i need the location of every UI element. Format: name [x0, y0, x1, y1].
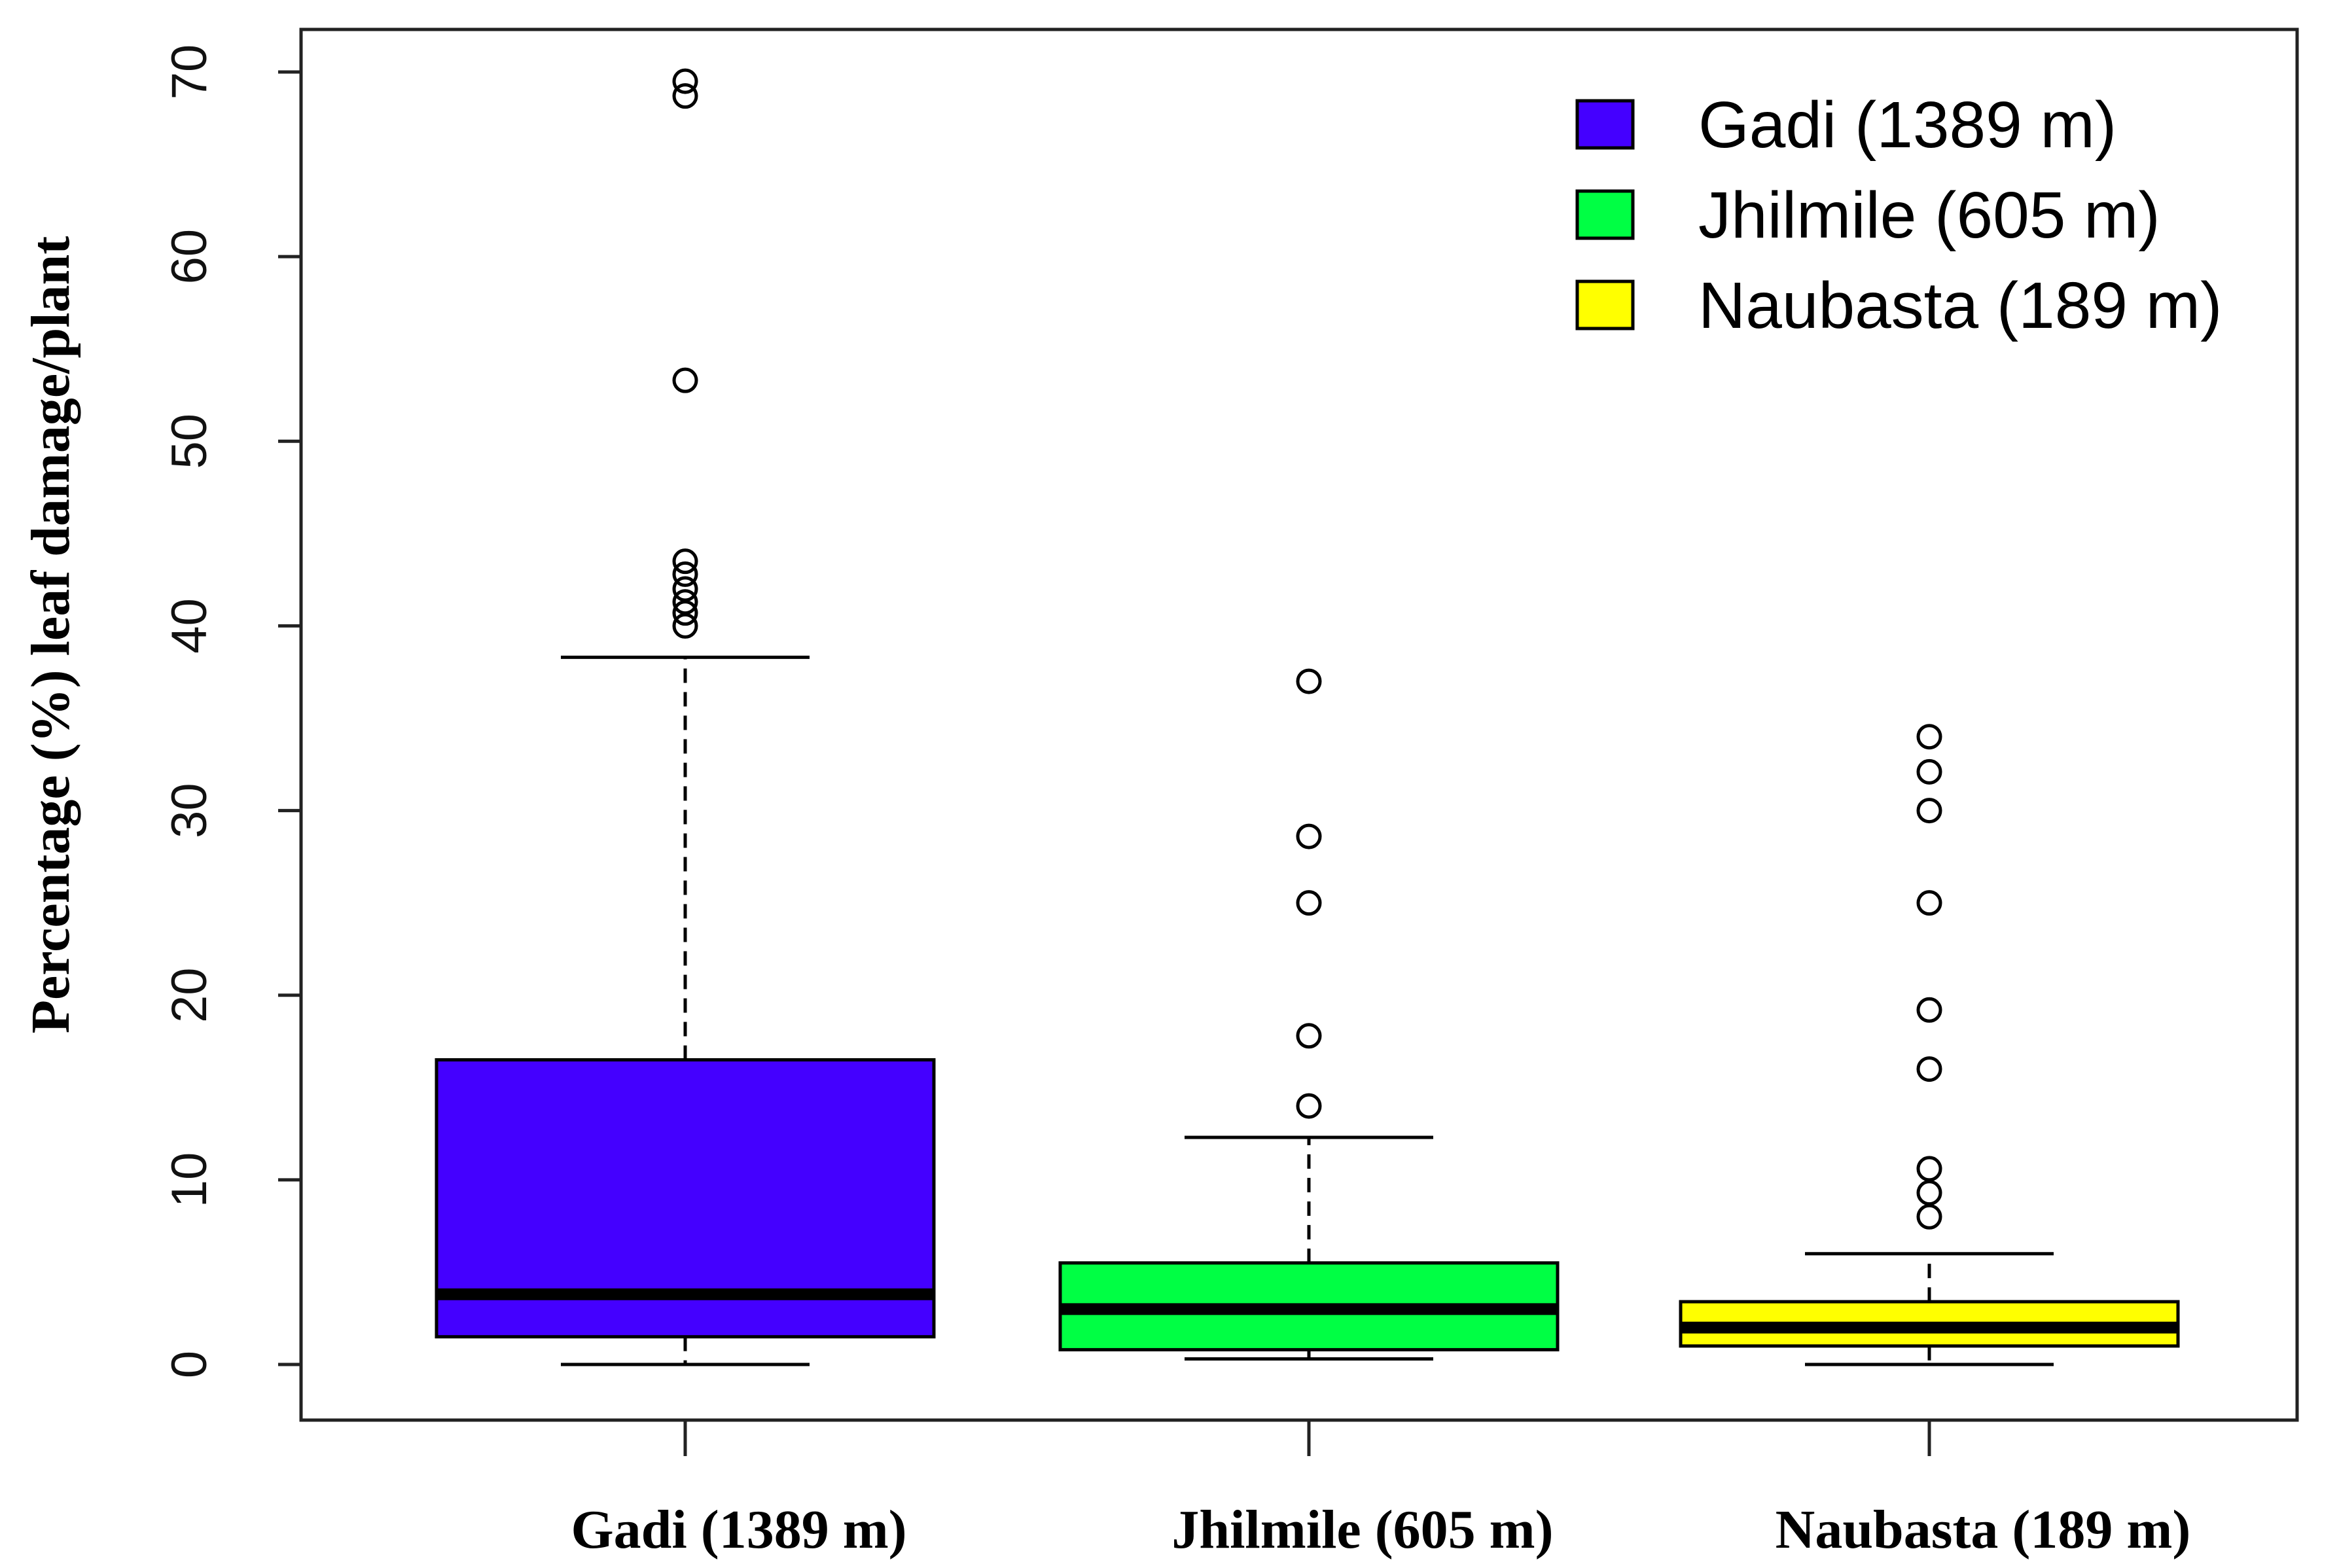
y-tick-label: 70 [162, 45, 217, 100]
outlier-point [672, 589, 698, 615]
plot-frame [299, 27, 2299, 1422]
outlier-point [1916, 758, 1942, 785]
outlier-point [672, 83, 698, 109]
outlier-point [1296, 1023, 1322, 1049]
outlier-point [1296, 823, 1322, 849]
outlier-point [1296, 668, 1322, 694]
outlier-point [672, 600, 698, 626]
y-axis-title: Percentage (%) leaf damage/plant [20, 236, 81, 1034]
legend-label: Jhilmile (605 m) [1698, 179, 2160, 252]
y-tick-label: 10 [162, 1152, 217, 1208]
x-tick-label: Jhilmile (605 m) [1171, 1499, 1553, 1560]
y-axis: 0 10 20 30 40 50 60 70 [162, 45, 301, 1378]
outlier-point [672, 68, 698, 94]
box-group [1058, 668, 1560, 1361]
legend: Gadi (1389 m) Jhilmile (605 m) Naubasta (1… [1575, 88, 2222, 342]
outlier-point [1296, 1093, 1322, 1119]
legend-swatch [1575, 189, 1635, 240]
y-tick-label: 0 [162, 1351, 217, 1378]
outlier-point [672, 548, 698, 575]
outlier-point [672, 576, 698, 602]
legend-label: Naubasta (189 m) [1698, 269, 2222, 342]
outlier-point [1916, 1203, 1942, 1230]
outlier-point [672, 367, 698, 393]
outlier-point [1916, 890, 1942, 916]
x-axis: Gadi (1389 m) Jhilmile (605 m) Naubasta (1… [571, 1420, 2190, 1560]
box-group [1679, 724, 2180, 1366]
legend-swatch [1575, 279, 1635, 330]
outlier-point [1916, 997, 1942, 1023]
y-tick-label: 20 [162, 967, 217, 1023]
outlier-point [1296, 890, 1322, 916]
x-tick-label: Naubasta (189 m) [1776, 1499, 2191, 1560]
outlier-point [1916, 798, 1942, 824]
outlier-point [1916, 724, 1942, 750]
outlier-point [1916, 1180, 1942, 1206]
legend-label: Gadi (1389 m) [1698, 88, 2116, 162]
box-group [435, 68, 936, 1366]
x-tick-label: Gadi (1389 m) [571, 1499, 906, 1560]
y-tick-label: 50 [162, 414, 217, 469]
y-tick-label: 60 [162, 229, 217, 285]
legend-swatch [1575, 99, 1635, 150]
outlier-point [672, 561, 698, 587]
outlier-point [1916, 1056, 1942, 1082]
y-tick-label: 30 [162, 783, 217, 838]
outlier-point [672, 613, 698, 639]
y-tick-label: 40 [162, 598, 217, 654]
outlier-point [1916, 1156, 1942, 1182]
boxes [435, 68, 2180, 1366]
